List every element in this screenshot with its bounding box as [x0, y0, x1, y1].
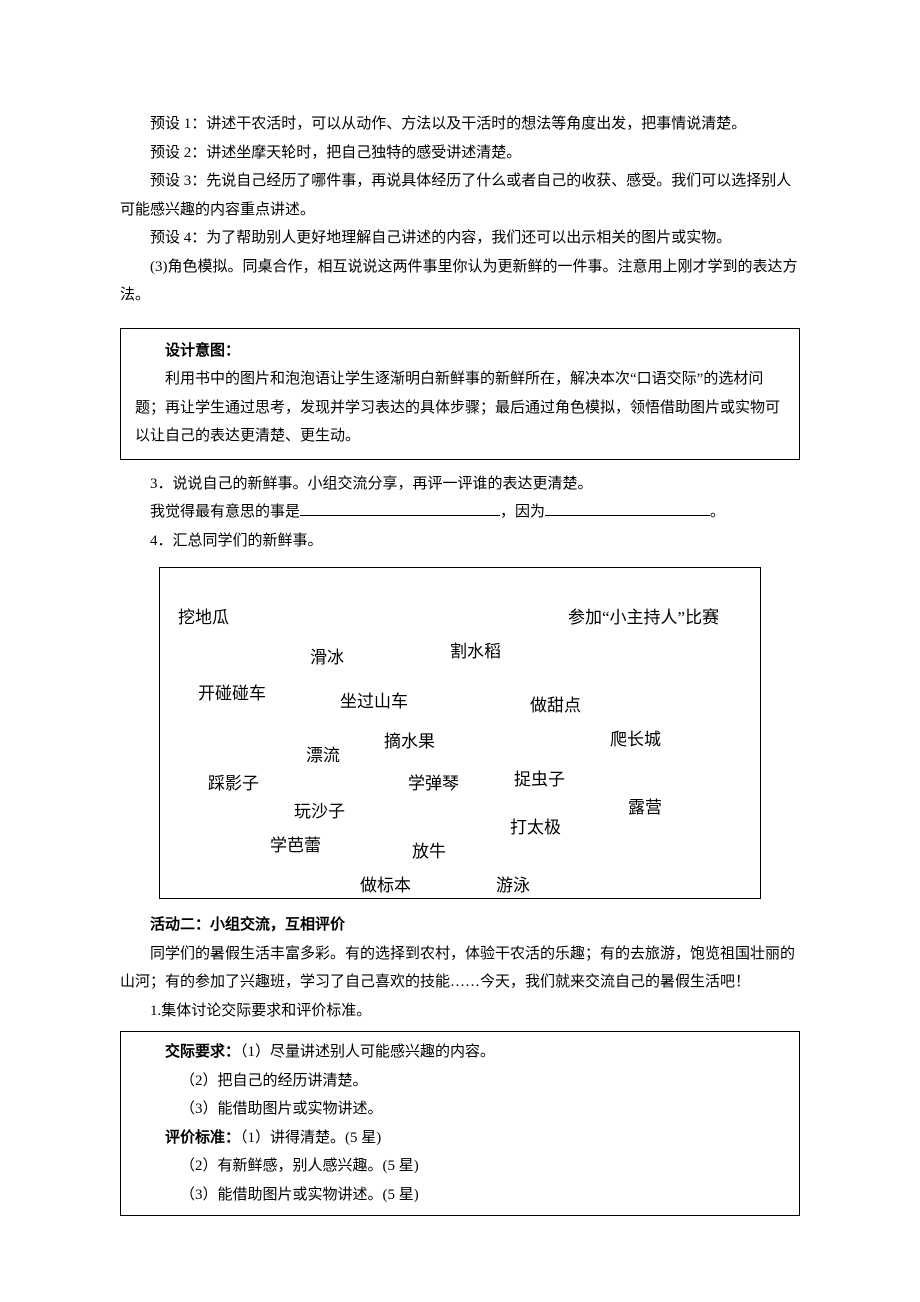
activity-2-intro: 同学们的暑假生活丰富多彩。有的选择到农村，体验干农活的乐趣；有的去旅游，饱览祖国…: [120, 940, 800, 997]
cloud-item: 割水稻: [450, 636, 501, 668]
rubric-std-2: （2）有新鲜感，别人感兴趣。(5 星): [135, 1152, 785, 1181]
cloud-item: 放牛: [412, 836, 446, 868]
rubric-box: 交际要求：（1）尽量讲述别人可能感兴趣的内容。 （2）把自己的经历讲清楚。 （3…: [120, 1031, 800, 1216]
cloud-item: 做甜点: [530, 690, 581, 722]
cloud-item: 开碰碰车: [198, 678, 266, 710]
cloud-item: 学芭蕾: [270, 830, 321, 862]
cloud-item: 踩影子: [208, 768, 259, 800]
activity-2-item1: 1.集体讨论交际要求和评价标准。: [120, 997, 800, 1026]
preset-3: 预设 3：先说自己经历了哪件事，再说具体经历了什么或者自己的收获、感受。我们可以…: [120, 167, 800, 224]
cloud-item: 滑冰: [310, 642, 344, 674]
rubric-std-line: 评价标准：（1）讲得清楚。(5 星): [135, 1124, 785, 1153]
rubric-req-2: （2）把自己的经历讲清楚。: [135, 1067, 785, 1096]
blank-2[interactable]: [545, 499, 710, 517]
step-4: 4．汇总同学们的新鲜事。: [120, 527, 800, 556]
fill-end: 。: [710, 504, 725, 520]
preset-2: 预设 2：讲述坐摩天轮时，把自己独特的感受讲述清楚。: [120, 139, 800, 168]
cloud-item: 挖地瓜: [178, 602, 229, 634]
rubric-std-3: （3）能借助图片或实物讲述。(5 星): [135, 1181, 785, 1210]
cloud-item: 玩沙子: [294, 796, 345, 828]
rubric-req-1: （1）尽量讲述别人可能感兴趣的内容。: [240, 1044, 495, 1060]
cloud-item: 学弹琴: [408, 768, 459, 800]
rubric-req-line: 交际要求：（1）尽量讲述别人可能感兴趣的内容。: [135, 1038, 785, 1067]
design-intent-title: 设计意图：: [135, 337, 785, 366]
cloud-item: 打太极: [510, 812, 561, 844]
cloud-item: 游泳: [496, 870, 530, 902]
preset-4: 预设 4：为了帮助别人更好地理解自己讲述的内容，我们还可以出示相关的图片或实物。: [120, 224, 800, 253]
fill-mid: ，因为: [500, 504, 545, 520]
preset-1: 预设 1：讲述干农活时，可以从动作、方法以及干活时的想法等角度出发，把事情说清楚…: [120, 110, 800, 139]
cloud-item: 摘水果: [384, 726, 435, 758]
cloud-item: 爬长城: [610, 724, 661, 756]
design-intent-body: 利用书中的图片和泡泡语让学生逐渐明白新鲜事的新鲜所在，解决本次“口语交际”的选材…: [135, 365, 785, 451]
cloud-item: 参加“小主持人”比赛: [568, 602, 719, 634]
preset-5: (3)角色模拟。同桌合作，相互说说这两件事里你认为更新鲜的一件事。注意用上刚才学…: [120, 253, 800, 310]
cloud-item: 坐过山车: [340, 686, 408, 718]
design-intent-box: 设计意图： 利用书中的图片和泡泡语让学生逐渐明白新鲜事的新鲜所在，解决本次“口语…: [120, 328, 800, 460]
step-3: 3．说说自己的新鲜事。小组交流分享，再评一评谁的表达更清楚。: [120, 470, 800, 499]
activity-2-title: 活动二：小组交流，互相评价: [120, 911, 800, 940]
fill-prefix: 我觉得最有意思的事是: [150, 504, 300, 520]
cloud-item: 露营: [628, 792, 662, 824]
cloud-item: 捉虫子: [514, 764, 565, 796]
page: 预设 1：讲述干农活时，可以从动作、方法以及干活时的想法等角度出发，把事情说清楚…: [0, 0, 920, 1302]
cloud-item: 做标本: [360, 870, 411, 902]
word-cloud-box: 挖地瓜 参加“小主持人”比赛滑冰 割水稻开碰碰车 坐过山车 做甜点摘水果 爬长城漂流踩影子…: [159, 567, 761, 899]
rubric-std-label: 评价标准：: [165, 1130, 240, 1146]
fill-sentence: 我觉得最有意思的事是 ，因为 。: [120, 498, 800, 527]
cloud-item: 漂流: [306, 740, 340, 772]
rubric-req-3: （3）能借助图片或实物讲述。: [135, 1095, 785, 1124]
rubric-std-1: （1）讲得清楚。(5 星): [240, 1130, 381, 1146]
blank-1[interactable]: [300, 499, 500, 517]
rubric-req-label: 交际要求：: [165, 1044, 240, 1060]
